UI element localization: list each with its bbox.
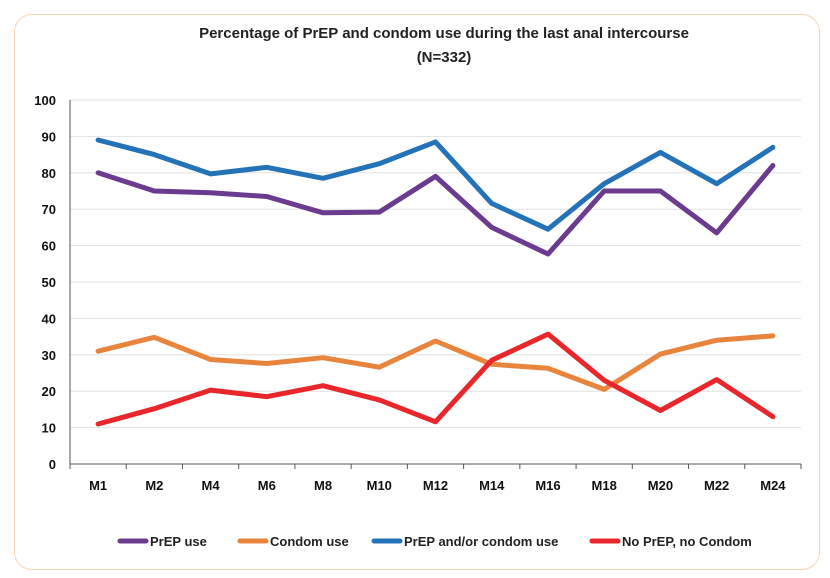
x-tick-label: M20	[648, 478, 673, 493]
series-line-prep-and-or-condom-use	[95, 137, 776, 232]
x-tick-label: M14	[479, 478, 505, 493]
y-tick-label: 40	[42, 311, 56, 326]
gridlines	[70, 99, 801, 429]
y-tick-label: 0	[49, 457, 56, 472]
series-line-condom-use	[95, 333, 776, 392]
y-tick-label: 10	[42, 421, 56, 436]
chart-frame	[14, 14, 820, 570]
y-tick-label: 100	[34, 93, 56, 108]
x-tick-label: M4	[202, 478, 221, 493]
y-tick-label: 80	[42, 166, 56, 181]
y-tick-label: 60	[42, 239, 56, 254]
series-line-no-prep-no-condom	[95, 331, 776, 427]
x-tick-label: M16	[535, 478, 560, 493]
x-tick-label: M8	[314, 478, 332, 493]
x-tick-label: M12	[423, 478, 448, 493]
y-tick-label: 20	[42, 384, 56, 399]
legend: PrEP use Condom use PrEP and/or condom use…	[117, 534, 752, 549]
x-tick-label: M24	[760, 478, 786, 493]
y-tick-label: 30	[42, 348, 56, 363]
x-tick-label: M6	[258, 478, 276, 493]
x-tick-label: M18	[592, 478, 617, 493]
legend-label: No PrEP, no Condom	[622, 534, 752, 549]
x-tick-labels: M1 M2 M4 M6 M8 M10 M12 M14 M16 M18 M20 M22 M24	[89, 478, 786, 493]
x-tick-label: M10	[367, 478, 392, 493]
y-tick-label: 90	[42, 129, 56, 144]
chart-title: Percentage of PrEP and condom use during…	[199, 25, 689, 42]
x-tick-label: M2	[145, 478, 163, 493]
legend-label: PrEP and/or condom use	[404, 534, 558, 549]
x-tick-label: M22	[704, 478, 729, 493]
series-line-prep-use	[95, 163, 776, 257]
legend-label: Condom use	[270, 534, 349, 549]
axes	[69, 100, 802, 469]
chart-subtitle: (N=332)	[417, 49, 472, 66]
series-lines	[95, 137, 776, 427]
y-tick-labels: 0 10 20 30 40 50 60 70 80 90 100	[34, 93, 56, 472]
y-tick-label: 50	[42, 275, 56, 290]
x-tick-label: M1	[89, 478, 107, 493]
legend-label: PrEP use	[150, 534, 207, 549]
y-tick-label: 70	[42, 202, 56, 217]
